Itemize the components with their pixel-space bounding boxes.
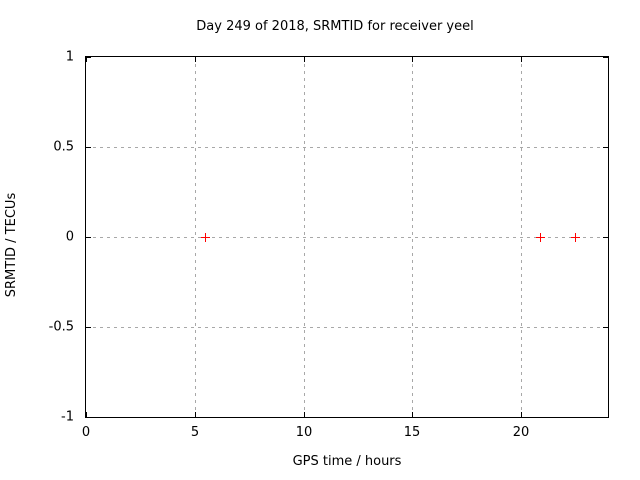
y-tick-label: -0.5 <box>48 319 74 335</box>
y-tick-mark <box>86 327 91 328</box>
y-tick-mark <box>603 147 608 148</box>
y-tick-mark <box>86 417 91 418</box>
x-tick-label: 10 <box>295 425 313 440</box>
x-tick-mark <box>412 412 413 417</box>
x-tick-mark <box>521 57 522 62</box>
y-axis-label: SRMTID / TECUs <box>4 192 19 298</box>
x-tick-mark <box>521 412 522 417</box>
x-tick-mark <box>412 57 413 62</box>
plot-area <box>85 56 609 418</box>
x-tick-label: 5 <box>190 425 200 440</box>
y-tick-mark <box>86 147 91 148</box>
y-gridline <box>86 147 608 148</box>
x-tick-mark <box>195 57 196 62</box>
x-tick-mark <box>304 57 305 62</box>
chart-title: Day 249 of 2018, SRMTID for receiver yee… <box>196 19 474 34</box>
x-tick-mark <box>304 412 305 417</box>
y-tick-label: 0 <box>65 229 74 245</box>
y-gridline <box>86 327 608 328</box>
y-tick-mark <box>603 417 608 418</box>
data-point-marker <box>570 232 580 242</box>
x-tick-label: 15 <box>403 425 421 440</box>
data-point-marker <box>536 232 546 242</box>
x-tick-mark <box>86 57 87 62</box>
y-tick-mark <box>86 57 91 58</box>
x-tick-label: 20 <box>512 425 530 440</box>
y-tick-mark <box>603 57 608 58</box>
x-axis-label: GPS time / hours <box>292 454 402 469</box>
y-tick-label: 1 <box>65 49 74 65</box>
y-tick-label: -1 <box>61 409 74 425</box>
x-tick-mark <box>86 412 87 417</box>
y-tick-mark <box>603 327 608 328</box>
y-tick-label: 0.5 <box>53 139 74 155</box>
y-tick-mark <box>86 237 91 238</box>
data-point-marker <box>201 232 211 242</box>
y-gridline <box>86 237 608 238</box>
x-tick-label: 0 <box>81 425 91 440</box>
y-tick-mark <box>603 237 608 238</box>
x-tick-mark <box>195 412 196 417</box>
